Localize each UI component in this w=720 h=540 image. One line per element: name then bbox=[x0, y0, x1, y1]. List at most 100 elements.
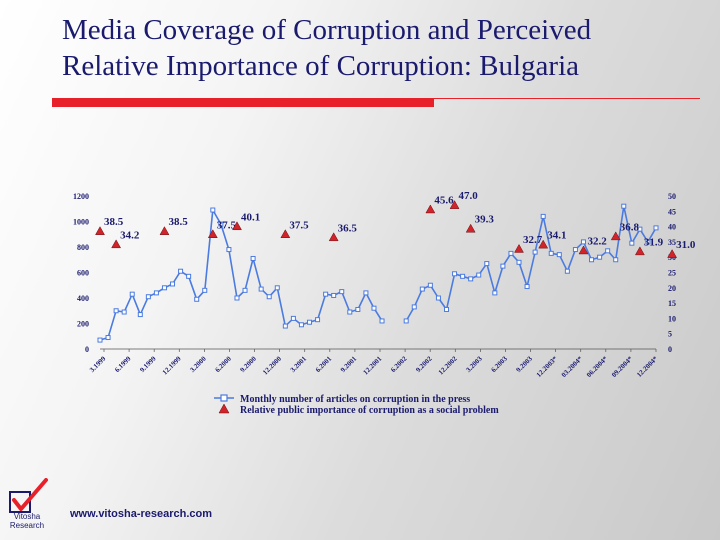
articles-point bbox=[540, 213, 546, 219]
left-y-tick-label: 1200 bbox=[73, 192, 89, 201]
articles-point bbox=[242, 287, 248, 293]
left-y-tick-label: 0 bbox=[85, 345, 89, 354]
logo-box bbox=[9, 491, 31, 513]
right-y-tick-label: 50 bbox=[668, 192, 676, 201]
right-y-tick-label: 20 bbox=[668, 284, 676, 293]
articles-point bbox=[178, 268, 184, 274]
right-y-tick-label: 40 bbox=[668, 223, 676, 232]
articles-point bbox=[645, 239, 651, 245]
articles-point bbox=[113, 308, 119, 314]
logo bbox=[9, 478, 48, 513]
left-y-tick-label: 200 bbox=[77, 320, 89, 329]
importance-data-label: 36.8 bbox=[620, 221, 640, 233]
articles-point bbox=[129, 291, 135, 297]
importance-point bbox=[232, 221, 242, 231]
importance-data-label: 38.5 bbox=[104, 216, 124, 228]
importance-point bbox=[667, 249, 678, 258]
importance-data-label: 37.5 bbox=[289, 219, 309, 231]
x-tick-label: 03.2004* bbox=[560, 354, 585, 379]
left-y-tick-label: 1000 bbox=[73, 218, 89, 227]
articles-point bbox=[613, 257, 619, 263]
importance-point bbox=[159, 226, 170, 235]
articles-point bbox=[153, 290, 159, 296]
x-tick-label: 06.2004* bbox=[585, 354, 610, 379]
articles-point bbox=[97, 337, 103, 343]
articles-point bbox=[452, 271, 458, 277]
articles-point bbox=[605, 248, 611, 254]
title-rule-thin bbox=[434, 98, 700, 99]
articles-point bbox=[435, 295, 441, 301]
articles-point bbox=[548, 250, 554, 256]
x-tick-label: 3.2003 bbox=[465, 354, 485, 374]
articles-point bbox=[492, 290, 498, 296]
articles-point bbox=[194, 296, 200, 302]
right-y-tick-label: 25 bbox=[668, 269, 676, 278]
x-tick-label: 3.1999 bbox=[88, 354, 108, 374]
articles-point bbox=[339, 289, 345, 295]
x-tick-label: 3.2001 bbox=[289, 354, 309, 374]
importance-point bbox=[514, 243, 524, 253]
importance-point bbox=[634, 246, 645, 256]
x-tick-label: 6.2003 bbox=[490, 354, 510, 374]
articles-point bbox=[298, 322, 304, 328]
importance-point bbox=[465, 223, 476, 233]
right-y-tick-label: 10 bbox=[668, 314, 676, 323]
articles-point bbox=[597, 254, 603, 260]
articles-point bbox=[363, 290, 369, 296]
articles-point bbox=[621, 203, 627, 209]
x-tick-label: 12.2004* bbox=[635, 354, 660, 379]
articles-point bbox=[500, 263, 506, 269]
left-y-tick-label: 600 bbox=[77, 269, 89, 278]
x-tick-label: 9.2001 bbox=[339, 354, 359, 374]
importance-point bbox=[449, 200, 460, 209]
importance-point bbox=[578, 245, 589, 255]
title-rule-thick bbox=[52, 98, 434, 107]
articles-point bbox=[411, 304, 417, 310]
articles-point bbox=[307, 319, 313, 325]
slide-title-line-1: Media Coverage of Corruption and Perceiv… bbox=[62, 14, 592, 46]
articles-point bbox=[403, 318, 409, 324]
importance-data-label: 39.3 bbox=[475, 214, 495, 226]
left-y-tick-label: 800 bbox=[77, 243, 89, 252]
legend-label-importance: Relative public importance of corruption… bbox=[240, 405, 499, 416]
importance-data-label: 32.7 bbox=[523, 234, 543, 246]
x-tick-label: 6.2000 bbox=[214, 354, 234, 374]
articles-point bbox=[629, 240, 635, 246]
articles-point bbox=[137, 312, 143, 318]
articles-point bbox=[315, 317, 321, 323]
articles-point bbox=[589, 257, 595, 263]
x-tick-label: 6.2001 bbox=[314, 354, 334, 374]
articles-point bbox=[508, 250, 514, 256]
articles-point bbox=[419, 286, 425, 292]
right-y-tick-label: 45 bbox=[668, 207, 676, 216]
x-tick-label: 12.2002 bbox=[437, 354, 459, 376]
right-y-tick-label: 35 bbox=[668, 238, 676, 247]
articles-point bbox=[323, 291, 329, 297]
articles-point bbox=[484, 261, 490, 267]
slide-title-line-2: Relative Importance of Corruption: Bulga… bbox=[62, 50, 580, 82]
articles-point bbox=[145, 294, 151, 300]
articles-point bbox=[524, 284, 530, 290]
x-tick-label: 9.2000 bbox=[239, 354, 259, 374]
articles-point bbox=[218, 221, 224, 227]
articles-point bbox=[460, 273, 466, 279]
legend-square-marker bbox=[220, 394, 228, 402]
importance-point bbox=[538, 239, 549, 249]
importance-data-label: 47.0 bbox=[459, 190, 479, 202]
articles-point bbox=[274, 285, 280, 291]
legend-triangle-marker bbox=[218, 403, 230, 414]
articles-point bbox=[210, 207, 216, 213]
logo-text-line-2: Research bbox=[9, 521, 45, 530]
chart-ticks: 0200400600800100012000510152025303540455… bbox=[73, 192, 676, 379]
articles-point bbox=[379, 318, 385, 324]
slide-title: Media Coverage of Corruption and Perceiv… bbox=[62, 12, 702, 84]
importance-data-label: 36.5 bbox=[338, 222, 358, 234]
x-tick-label: 6.2002 bbox=[389, 354, 409, 374]
x-tick-label: 6.1999 bbox=[113, 354, 133, 374]
articles-point bbox=[572, 247, 578, 253]
importance-data-label: 38.5 bbox=[168, 216, 188, 228]
website-url[interactable]: www.vitosha-research.com bbox=[70, 508, 213, 520]
left-y-tick-label: 400 bbox=[77, 294, 89, 303]
articles-line-segment bbox=[405, 205, 657, 322]
